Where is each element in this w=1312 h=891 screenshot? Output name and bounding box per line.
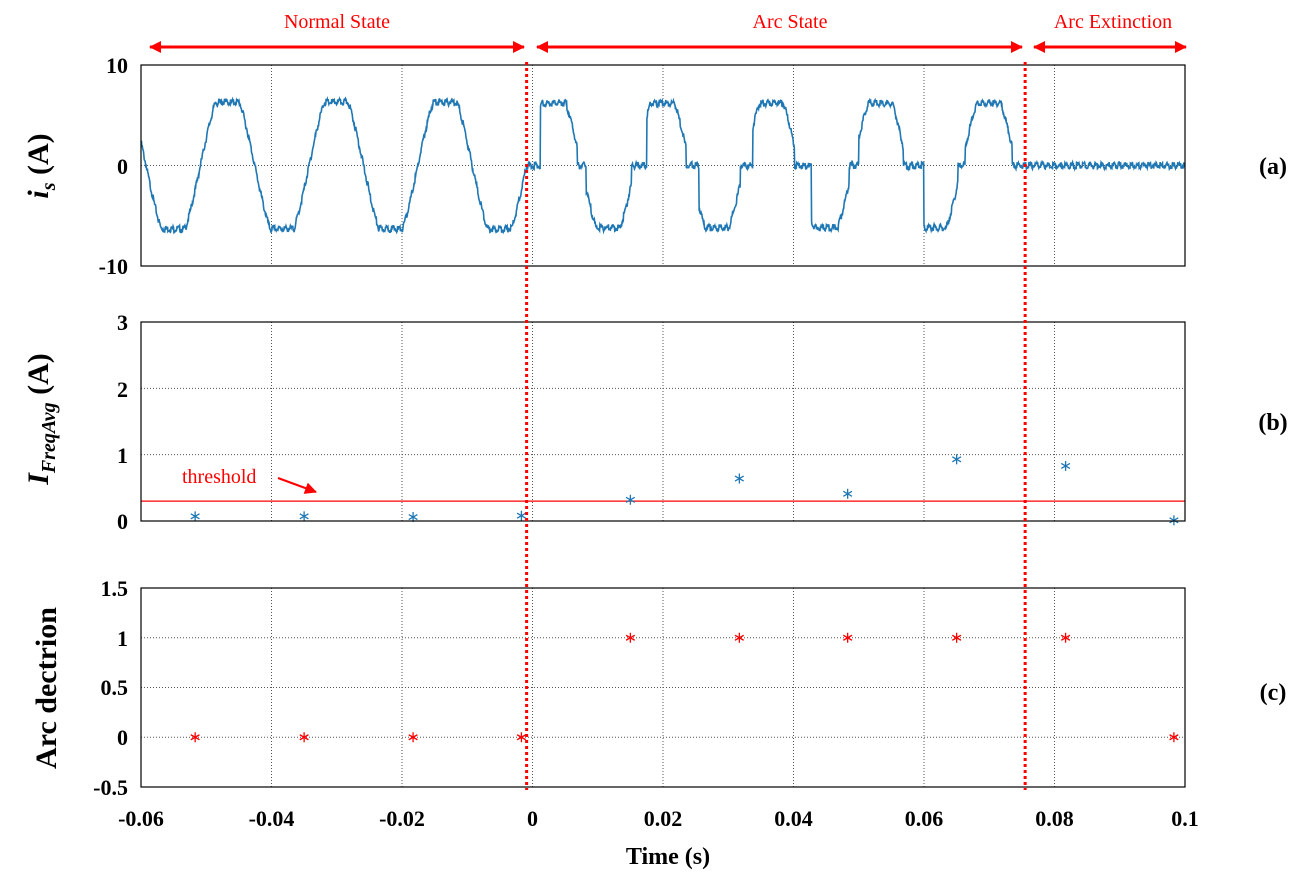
panel-a-frame xyxy=(140,64,1186,267)
arc-detection-points xyxy=(190,632,1179,743)
freq-avg-point xyxy=(190,511,200,522)
marker-stroke xyxy=(625,496,636,503)
marker-stroke xyxy=(299,513,309,520)
panel-a-ytick-0: 0 xyxy=(117,154,128,179)
marker-stroke xyxy=(951,456,962,463)
panel-c-ytick-neg0.5: -0.5 xyxy=(93,775,128,800)
panel-b-ylabel-main: I xyxy=(22,472,55,486)
panel-b-ylabel-sub: FreqAvg xyxy=(38,402,60,474)
x-tick-label: 0.06 xyxy=(905,806,944,831)
panel-c-ytick-1: 1 xyxy=(117,626,128,651)
panel-a-tag: (a) xyxy=(1259,154,1287,180)
panel-b: threshold 3 2 1 0 IFreqAvg (A) (b) xyxy=(22,310,1288,534)
marker-stroke xyxy=(299,734,309,741)
panel-b-frame xyxy=(140,321,1186,522)
threshold-arrow xyxy=(277,477,317,494)
freq-avg-point xyxy=(843,488,853,499)
x-tick-label: 0 xyxy=(527,806,538,831)
marker-stroke xyxy=(734,475,744,482)
panel-b-grid xyxy=(141,322,1185,521)
x-tick-label: -0.02 xyxy=(379,806,425,831)
arc-detection-point xyxy=(190,732,200,743)
marker-stroke xyxy=(1169,517,1179,524)
panel-c-ytick-1.5: 1.5 xyxy=(101,576,129,601)
marker-stroke xyxy=(625,634,636,641)
marker-stroke xyxy=(516,512,527,519)
panel-a-ylabel-sub: s xyxy=(38,182,60,191)
panel-a-ytick-10: 10 xyxy=(106,53,128,78)
marker-stroke xyxy=(843,490,853,497)
panel-c-ytick-0.5: 0.5 xyxy=(101,675,129,700)
event-lines xyxy=(525,62,1027,790)
panel-c: 1.5 1 0.5 0 -0.5 Arc dectrion (c) xyxy=(30,576,1286,800)
arc-detection-point xyxy=(408,732,418,743)
arc-detection-point xyxy=(843,632,853,643)
marker-stroke xyxy=(1060,462,1071,470)
x-tick-label: -0.06 xyxy=(118,806,164,831)
panel-b-ytick-1: 1 xyxy=(117,443,128,468)
marker-stroke xyxy=(408,513,418,521)
current-waveform-line xyxy=(140,95,1186,235)
x-axis-label: Time (s) xyxy=(626,844,710,870)
arc-detection-point xyxy=(516,732,527,743)
x-tick-label: 0.02 xyxy=(644,806,683,831)
panel-a-ylabel: is (A) xyxy=(22,133,60,198)
freq-avg-point xyxy=(1060,460,1071,471)
x-tick-label: -0.04 xyxy=(249,806,295,831)
panel-c-ylabel: Arc dectrion xyxy=(30,607,63,769)
freq-avg-point xyxy=(516,510,527,521)
freq-avg-point xyxy=(951,454,962,465)
x-tick-label: 0.1 xyxy=(1171,806,1199,831)
x-tick-label: 0.08 xyxy=(1035,806,1074,831)
panel-a-ytick-neg10: -10 xyxy=(99,254,128,279)
marker-stroke xyxy=(190,734,200,741)
arc-detection-point xyxy=(1169,732,1179,743)
marker-stroke xyxy=(190,513,200,520)
freq-avg-point xyxy=(734,473,744,484)
freq-avg-points xyxy=(190,454,1179,526)
threshold-label: threshold xyxy=(182,466,256,488)
arc-detection-point xyxy=(299,732,309,743)
marker-stroke xyxy=(1169,734,1179,741)
state-annotations: Normal State Arc State Arc Extinction xyxy=(149,11,1187,53)
freq-avg-point xyxy=(299,511,309,522)
panel-b-ytick-2: 2 xyxy=(117,377,128,402)
marker-stroke xyxy=(951,634,962,641)
panel-a-grid xyxy=(141,65,1185,266)
marker-stroke xyxy=(1060,634,1071,641)
panel-b-ylabel: IFreqAvg (A) xyxy=(22,353,60,486)
marker-stroke xyxy=(734,634,744,641)
panel-b-ytick-3: 3 xyxy=(117,310,128,335)
x-tick-label: 0.04 xyxy=(774,806,813,831)
panel-b-ylabel-unit: (A) xyxy=(22,353,55,402)
arc-extinction-label: Arc Extinction xyxy=(1054,11,1172,33)
panel-b-tag: (b) xyxy=(1258,410,1287,436)
panel-c-tag: (c) xyxy=(1260,680,1287,706)
normal-state-label: Normal State xyxy=(284,11,390,33)
arc-detection-point xyxy=(951,632,962,643)
panel-a-ylabel-unit: (A) xyxy=(22,133,55,182)
marker-stroke xyxy=(516,734,527,741)
arc-detection-point xyxy=(625,632,636,643)
freq-avg-point xyxy=(1169,515,1179,526)
arc-detection-point xyxy=(1060,632,1071,643)
freq-avg-point xyxy=(625,494,636,505)
marker-stroke xyxy=(408,734,418,741)
panel-a-ylabel-main: i xyxy=(22,190,55,199)
panel-c-grid xyxy=(141,588,1185,787)
marker-stroke xyxy=(843,634,853,641)
arc-state-label: Arc State xyxy=(753,11,828,33)
x-axis-ticks: -0.06 -0.04 -0.02 0 0.02 0.04 0.06 0.08 0.1 xyxy=(118,806,1199,831)
freq-avg-point xyxy=(408,512,418,523)
arc-detection-point xyxy=(734,632,744,643)
panel-a: 10 0 -10 is (A) (a) xyxy=(22,53,1287,279)
panel-c-frame xyxy=(140,587,1186,788)
panel-b-ytick-0: 0 xyxy=(117,509,128,534)
panel-c-ytick-0: 0 xyxy=(117,725,128,750)
